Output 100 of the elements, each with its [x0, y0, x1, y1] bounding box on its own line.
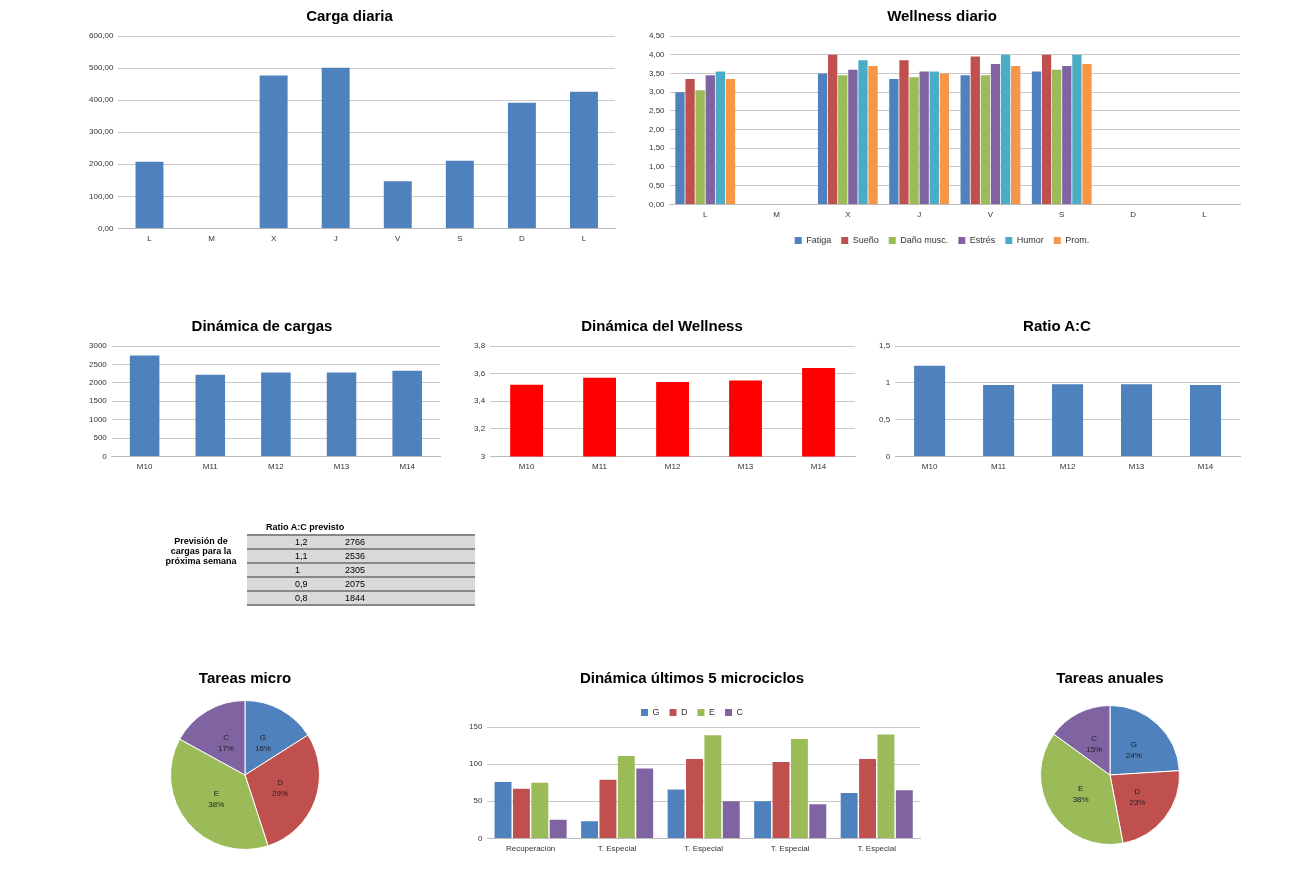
chart-title: Dinámica del Wellness — [581, 317, 743, 335]
y-tick-label: 1 — [885, 378, 891, 387]
y-tick-label: 0,5 — [879, 414, 891, 424]
slice-label: C — [223, 733, 230, 743]
bar — [321, 67, 350, 228]
slice-label: E — [1077, 783, 1084, 793]
x-tick-label: L — [703, 210, 708, 220]
bar — [512, 788, 530, 838]
y-tick-label: 3000 — [89, 341, 108, 351]
x-tick-label: M10 — [921, 462, 938, 472]
bar — [581, 821, 599, 838]
data-label: 29% — [272, 788, 289, 798]
text: 0,9 2075 — [247, 577, 475, 591]
y-tick-label: 0,50 — [648, 180, 666, 190]
bar — [790, 738, 808, 838]
text: 1,1 2536 — [247, 549, 475, 563]
text: 1 2305 — [247, 563, 475, 577]
y-tick-label: 0,00 — [648, 199, 666, 209]
y-tick-label: 1,50 — [648, 143, 666, 153]
bar — [895, 790, 913, 838]
bar — [383, 181, 412, 228]
chart-title: Ratio A:C — [1023, 317, 1092, 335]
x-tick-label: V — [987, 210, 994, 220]
bar — [840, 793, 858, 838]
bar — [507, 102, 536, 228]
bar — [754, 801, 772, 838]
y-tick-label: 2,00 — [648, 124, 666, 134]
bar — [722, 801, 740, 838]
data-label: 38% — [1072, 794, 1089, 804]
x-tick-label: M12 — [664, 462, 681, 472]
y-tick-label: 400,00 — [89, 95, 115, 105]
text: 1,2 2766 — [247, 535, 475, 549]
chart-title: Tareas micro — [198, 669, 292, 687]
bar — [326, 372, 357, 456]
y-tick-label: 500 — [93, 433, 108, 443]
y-tick-label: 3,6 — [474, 368, 486, 378]
x-tick-label: M13 — [1128, 462, 1145, 472]
slice-label: C — [1091, 734, 1098, 744]
chart-title: Carga diaria — [306, 7, 394, 25]
x-tick-label: V — [395, 234, 402, 244]
bar — [570, 91, 598, 228]
y-tick-label: 2000 — [89, 378, 108, 387]
chart-title: Tareas anuales — [1056, 669, 1164, 687]
y-tick-label: 1000 — [89, 414, 108, 424]
bar — [599, 779, 617, 838]
chart-title: Dinámica de cargas — [191, 317, 333, 335]
bar — [667, 789, 685, 838]
x-tick-label: M11 — [592, 462, 608, 472]
x-tick-label: S — [1059, 210, 1065, 220]
y-tick-label: 1500 — [89, 396, 108, 406]
slice-label: G — [259, 732, 267, 742]
x-tick-label: M13 — [737, 462, 754, 472]
y-tick-label: 0,00 — [97, 223, 115, 233]
slice-label: D — [277, 777, 284, 787]
y-tick-label: 100,00 — [89, 191, 115, 201]
bar — [636, 768, 654, 838]
x-tick-label: Recuperación — [505, 844, 556, 854]
slice-label: G — [1130, 739, 1137, 749]
bar — [686, 758, 703, 838]
text: Previsión de cargas para la próxima semana — [164, 535, 238, 568]
data-label: 16% — [254, 743, 271, 753]
y-tick-label: 0 — [477, 833, 483, 843]
x-tick-label: M12 — [268, 462, 285, 472]
bar — [877, 734, 895, 838]
bar — [195, 374, 226, 456]
bar — [445, 160, 474, 228]
y-tick-label: 1,5 — [879, 341, 891, 351]
legend-label: E — [709, 706, 716, 717]
y-tick-label: 3,50 — [648, 68, 666, 78]
slice-label: E — [213, 788, 219, 798]
x-tick-label: M10 — [518, 462, 535, 472]
x-tick-label: M14 — [810, 462, 827, 472]
y-tick-label: 0 — [102, 451, 108, 461]
y-tick-label: 4,50 — [648, 31, 666, 41]
x-tick-label: M12 — [1059, 462, 1076, 472]
legend-label: G — [652, 706, 660, 717]
x-tick-label: M11 — [991, 462, 1007, 472]
bar — [809, 804, 827, 838]
legend-label: Estrés — [969, 234, 996, 245]
x-tick-label: M14 — [399, 462, 416, 472]
bar — [392, 370, 422, 456]
x-tick-label: L — [147, 234, 153, 244]
y-tick-label: 100 — [468, 759, 483, 769]
legend-label: Prom. — [1065, 234, 1090, 245]
text: 0,8 1844 — [247, 591, 475, 605]
data-label: 38% — [208, 799, 225, 809]
x-tick-label: L — [1202, 210, 1208, 220]
y-tick-label: 3,2 — [474, 424, 486, 433]
y-tick-label: 1,00 — [648, 162, 666, 172]
chart-title: Wellness diario — [887, 7, 997, 25]
y-tick-label: 200,00 — [89, 159, 115, 169]
y-tick-label: 150 — [468, 722, 483, 732]
y-tick-label: 2500 — [89, 359, 108, 369]
data-label: 15% — [1086, 745, 1103, 755]
y-tick-label: 3,4 — [474, 396, 486, 406]
y-tick-label: 600,00 — [89, 31, 115, 41]
y-tick-label: 3 — [480, 451, 486, 461]
y-tick-label: 4,00 — [648, 49, 666, 59]
x-tick-label: M14 — [1197, 462, 1214, 472]
y-tick-label: 50 — [473, 796, 483, 806]
